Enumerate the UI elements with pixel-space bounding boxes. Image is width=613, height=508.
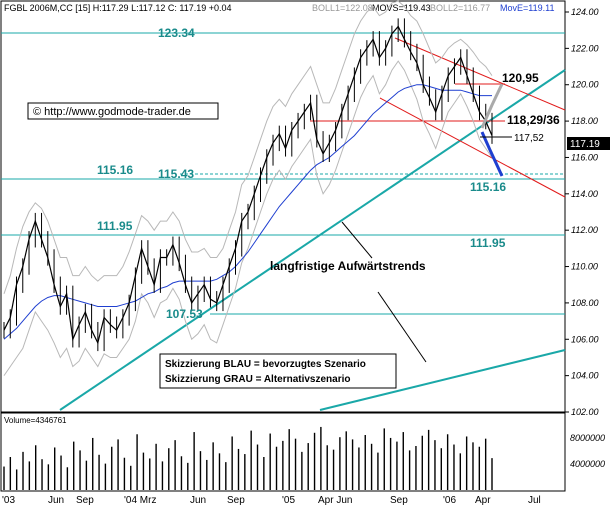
x-tick-label: Apr Jun [318,495,352,506]
x-tick-label: Sep [76,495,94,506]
y-tick-label: 106.00 [571,334,599,344]
header-boll2: BOLL2=116.77 [430,3,490,13]
volume-tick-8m: 8000000 [570,433,605,443]
label-115-16-right: 115.16 [470,180,506,194]
movs-line [3,84,492,340]
y-axis: 124.00 122.00 120.00 118.00 116.00 114.00 112.… [565,7,599,417]
label-107-53: 107.53 [166,307,203,321]
y-tick-label: 114.00 [571,189,598,199]
label-111-95-left: 111.95 [97,219,133,233]
boll2-line [3,60,493,376]
x-tick-label: Sep [227,495,245,506]
x-tick-label: '05 [282,495,295,506]
red-channel-upper [394,37,566,111]
label-111-95-right: 111.95 [470,236,506,250]
annotation-pointer-2 [377,291,427,363]
volume-label: Volume=4346761 [4,416,67,425]
y-tick-label: 108.00 [571,298,599,308]
watermark-box [27,102,219,120]
y-tick-label: 112.00 [571,225,598,235]
label-118-29: 118,29/36 [507,113,560,127]
x-tick-label: '03 [2,495,15,506]
legend-blue: Skizzierung BLAU = bevorzugtes Szenario [165,359,366,370]
x-tick-label: '06 [443,495,456,506]
y-tick-label: 124.00 [571,7,599,17]
volume-bars [3,426,493,490]
grey-scenario-arrow [480,83,504,129]
x-tick-label: Jun [48,495,64,506]
volume-tick-4m: 4000000 [570,459,605,469]
scenario-legend [159,353,397,389]
legend-grey: Skizzierung GRAU = Alternativszenario [165,374,351,385]
x-tick-label: Jul [528,495,541,506]
y-tick-label: 122.00 [571,43,599,53]
x-tick-label: Apr [475,495,491,506]
last-price-value: 117.19 [570,139,600,150]
header-boll1: BOLL1=122.08 [312,3,373,13]
y-tick-label: 118.00 [571,116,598,126]
header-move: MovE=119.11 [500,3,554,13]
label-115-16-left: 115.16 [97,163,133,177]
label-123-34: 123.34 [158,26,195,40]
y-tick-label: 102.00 [571,407,599,417]
watermark-text: © http://www.godmode-trader.de [33,106,191,118]
x-tick-label: Sep [390,495,408,506]
price-series [3,0,493,376]
header-symbol: FGBL 2006M,CC [15] H:117.29 L:117.12 C: … [4,3,232,13]
x-tick-label: Jun [190,495,206,506]
y-tick-label: 116.00 [571,152,598,162]
trend-annotation: langfristige Aufwärtstrends [270,259,426,273]
label-117-52: 117,52 [514,133,544,144]
boll1-line [3,0,493,294]
blue-scenario-arrow [480,131,504,177]
y-tick-label: 120.00 [571,80,599,90]
trendline-long-lower [319,349,566,411]
price-panel [0,0,566,413]
x-axis: '03 Jun Sep '04 Mrz Jun Sep '05 Apr Jun Sep '06 Ap… [2,495,541,506]
y-tick-label: 104.00 [571,371,599,381]
annotation-pointer-1 [341,221,373,259]
header-movs: MOVS=119.43 [372,3,431,13]
red-channel-lower [379,97,566,198]
label-115-43: 115.43 [158,167,194,181]
trendline-long-upper [59,69,566,411]
x-tick-label: '04 Mrz [124,495,156,506]
last-price-tag [567,137,610,150]
y-tick-label: 110.00 [571,262,598,272]
label-120-95: 120,95 [502,71,539,85]
